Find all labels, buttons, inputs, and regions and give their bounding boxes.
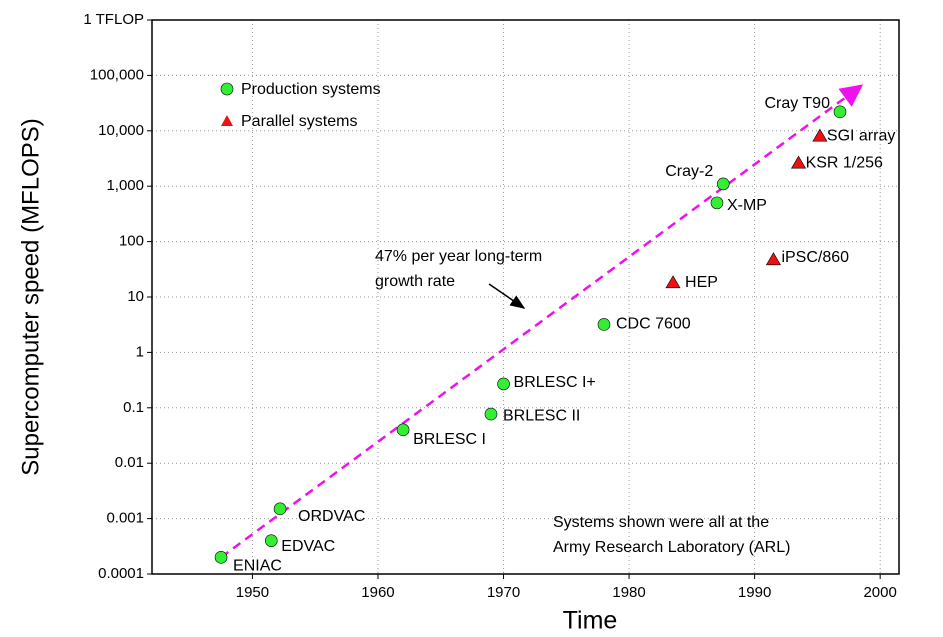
x-axis-title: Time [563, 607, 618, 635]
legend-marker [221, 115, 233, 126]
point-label: ORDVAC [298, 508, 365, 525]
plot-frame [151, 19, 900, 575]
y-tick-label: 0.1 [123, 399, 144, 416]
y-tick-label: 0.001 [106, 510, 144, 527]
parallel-point [765, 252, 781, 266]
production-point [833, 105, 847, 119]
parallel-point [791, 155, 807, 169]
point-label: Cray-2 [665, 163, 713, 180]
y-tick-label: 1 TFLOP [83, 11, 144, 28]
production-point [273, 502, 287, 516]
point-label: BRLESC II [503, 407, 580, 424]
parallel-point [665, 275, 681, 289]
point-label: CDC 7600 [616, 316, 691, 333]
point-label: iPSC/860 [781, 249, 849, 266]
production-point [716, 177, 730, 191]
x-tick-label: 1960 [361, 584, 394, 601]
production-point [497, 377, 510, 391]
production-point [597, 318, 611, 331]
y-tick-label: 1,000 [106, 177, 144, 194]
legend-label: Production systems [241, 81, 381, 98]
production-point [710, 196, 724, 210]
point-label: EDVAC [281, 538, 335, 555]
y-axis-title: Supercomputer speed (MFLOPS) [17, 118, 44, 475]
annotation: Army Research Laboratory (ARL) [553, 539, 790, 556]
point-label: SGI array [827, 127, 895, 144]
point-label: X-MP [727, 197, 767, 214]
annotation: growth rate [375, 273, 455, 290]
annotation: 47% per year long-term [375, 248, 542, 265]
production-point [484, 407, 498, 421]
production-point [264, 534, 278, 547]
y-tick-label: 10 [127, 288, 144, 305]
annotation-arrow [488, 283, 526, 309]
point-label: KSR 1/256 [806, 154, 883, 171]
point-label: Cray T90 [764, 95, 830, 112]
annotation: Systems shown were all at the [553, 514, 769, 531]
parallel-point [812, 128, 828, 142]
y-tick-label: 0.0001 [98, 565, 144, 582]
trend-line [220, 84, 864, 559]
x-tick-label: 1950 [236, 584, 269, 601]
x-tick-label: 1990 [738, 584, 771, 601]
point-label: BRLESC I+ [514, 374, 596, 391]
y-tick-label: 100 [119, 233, 144, 250]
x-tick-label: 1970 [487, 584, 520, 601]
point-label: ENIAC [233, 558, 282, 575]
y-tick-label: 100,000 [90, 66, 144, 83]
production-point [396, 423, 410, 437]
x-tick-label: 2000 [863, 584, 896, 601]
point-label: BRLESC I [413, 431, 486, 448]
legend-label: Parallel systems [241, 113, 357, 130]
x-tick-label: 1980 [612, 584, 645, 601]
y-tick-label: 10,000 [98, 122, 144, 139]
point-label: HEP [685, 274, 718, 291]
y-tick-label: 1 [136, 343, 144, 360]
y-tick-label: 0.01 [115, 454, 144, 471]
legend-marker [220, 82, 234, 96]
production-point [214, 551, 228, 564]
